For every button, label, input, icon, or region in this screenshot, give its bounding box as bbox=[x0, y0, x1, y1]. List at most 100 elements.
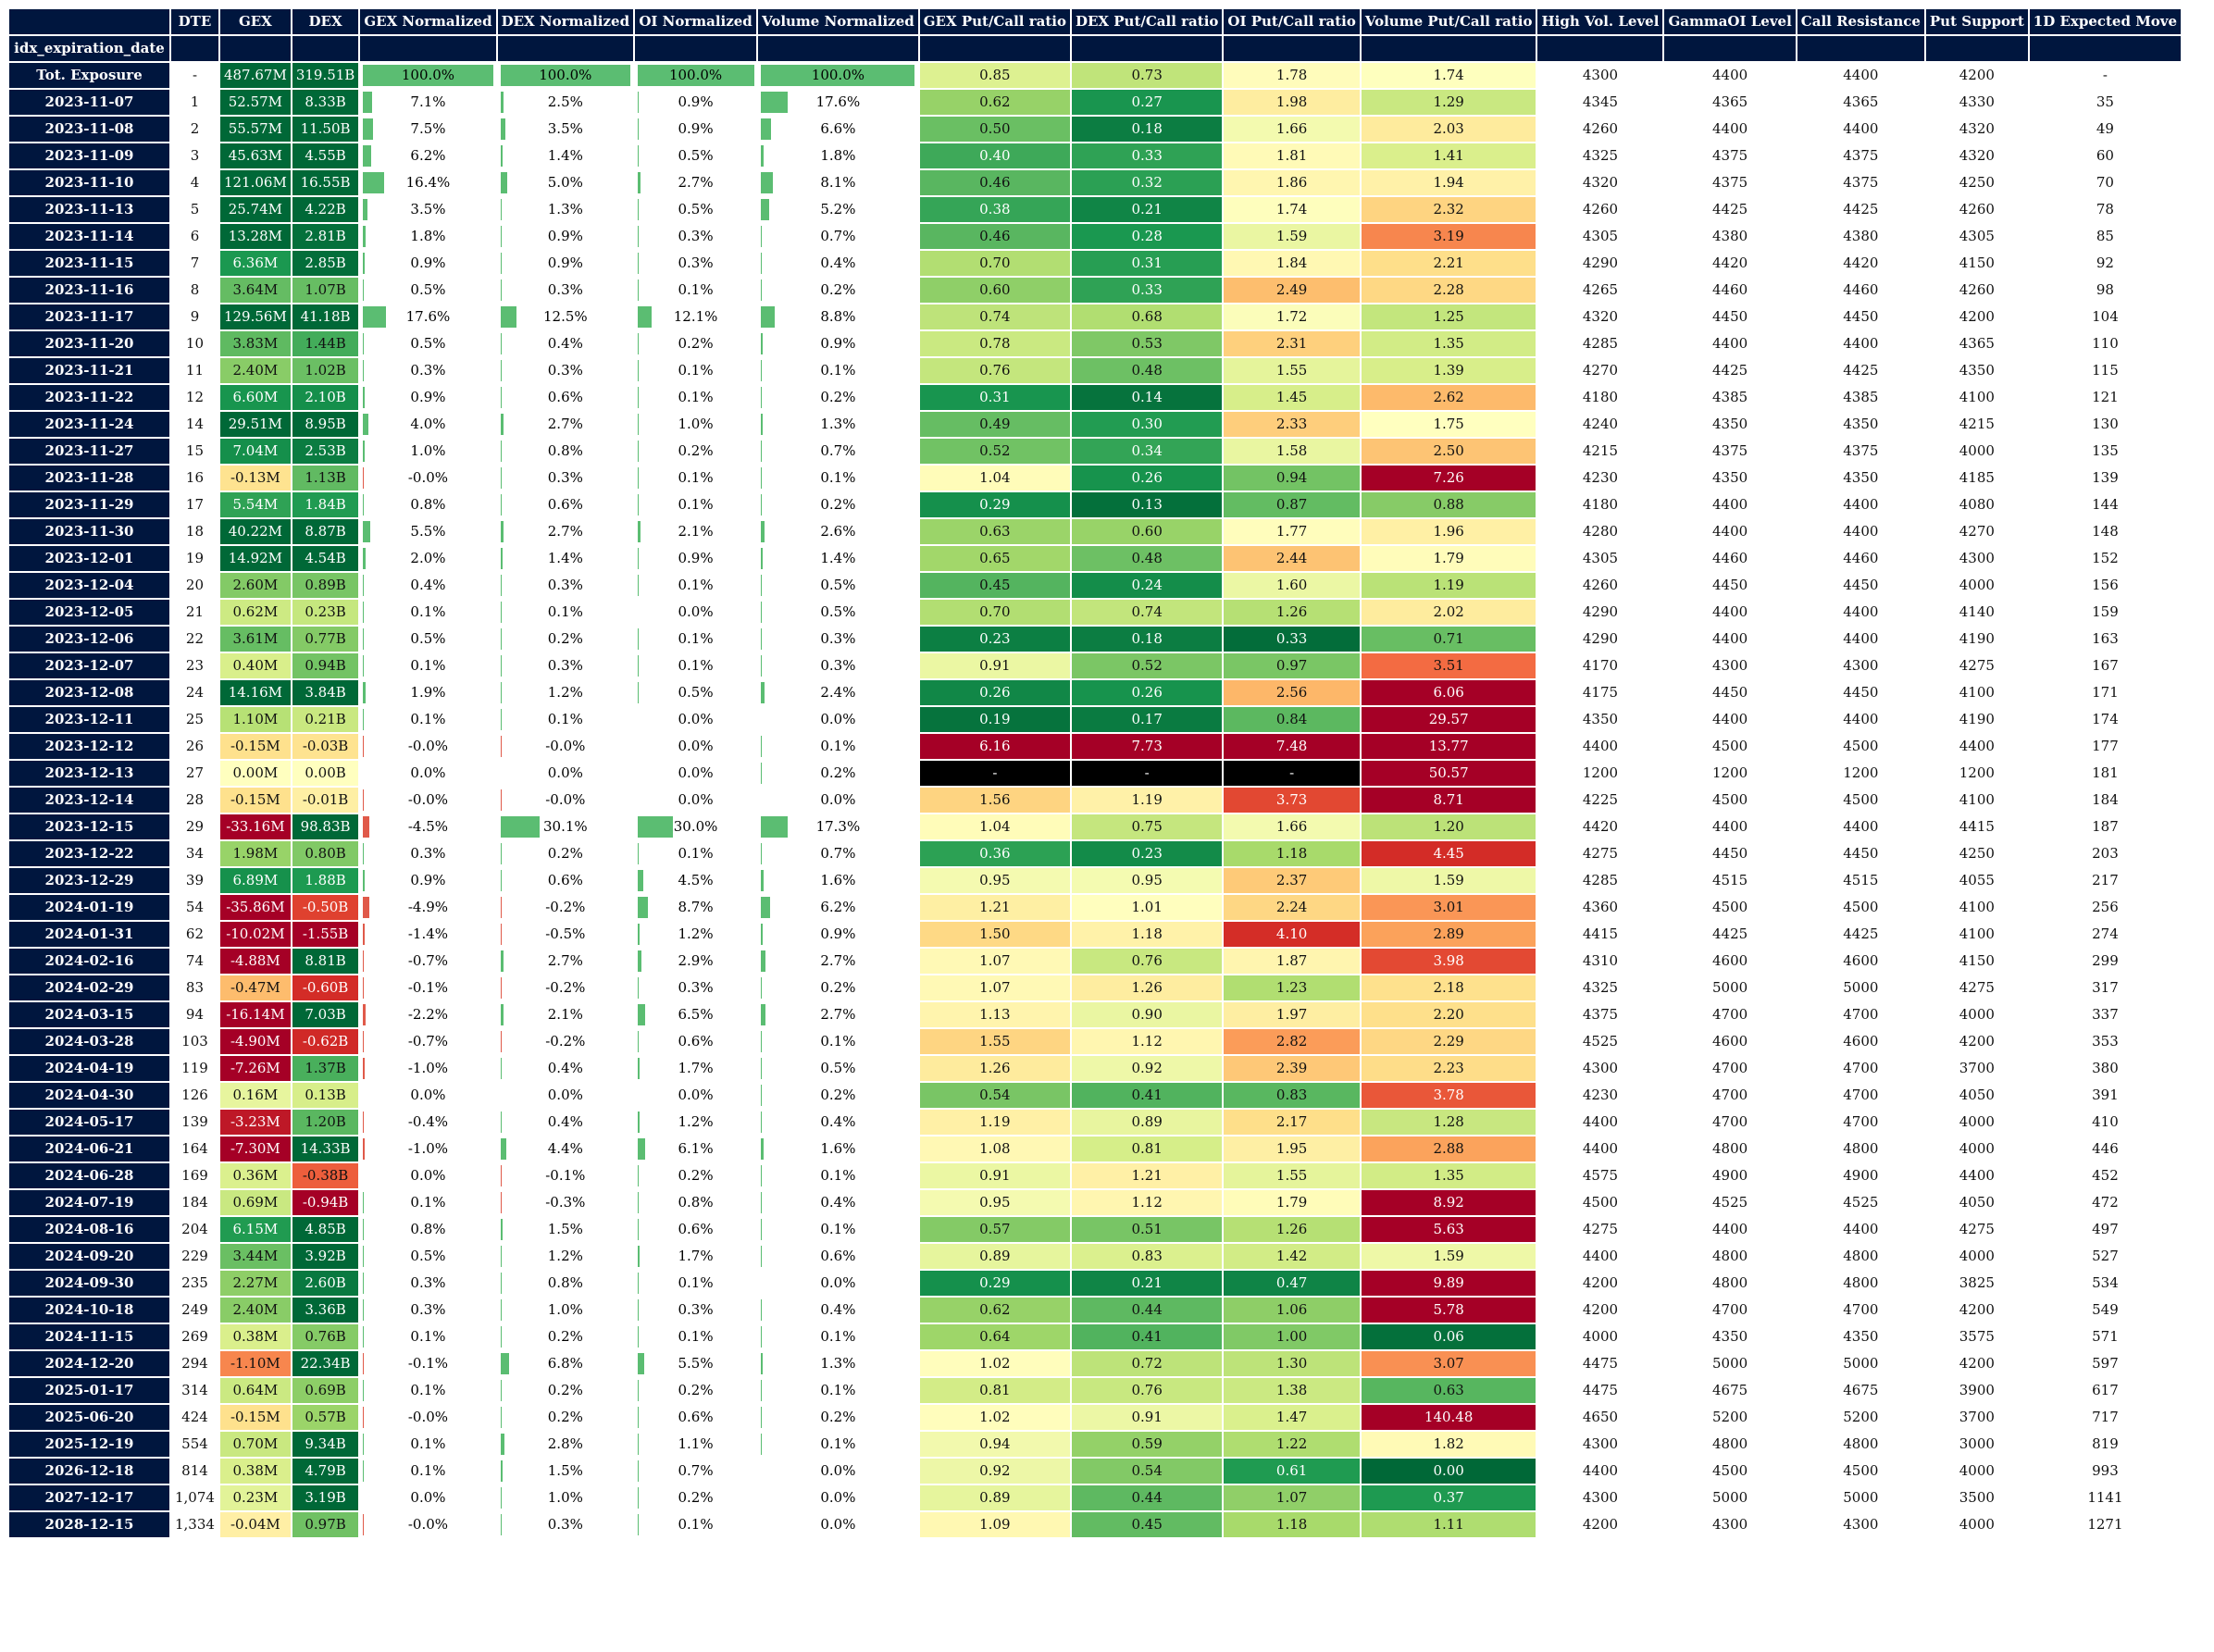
dex-put-call-cell: 1.01 bbox=[1071, 895, 1223, 920]
put-support-cell: 4050 bbox=[1959, 1194, 1995, 1211]
volume-normalized-cell: 0.0% bbox=[758, 1485, 918, 1510]
dex-normalized-cell: 0.9% bbox=[498, 224, 633, 249]
volume-normalized-value: 0.0% bbox=[820, 1274, 856, 1291]
row-label-date: 2023-12-12 bbox=[9, 734, 169, 759]
expected-move-cell: 156 bbox=[2092, 577, 2119, 593]
call-resistance-cell: 4450 bbox=[1843, 845, 1879, 862]
gex-normalized-value: 16.4% bbox=[405, 174, 451, 191]
table-row: 2023-11-08 2 55.57M 11.50B 7.5% 3.5% 0.9% 6.6% 0… bbox=[9, 117, 2181, 142]
put-support-cell: 4270 bbox=[1959, 523, 1995, 540]
header-dex-put-call[interactable]: DEX Put/Call ratio bbox=[1071, 9, 1223, 34]
dex-cell: 4.55B bbox=[292, 143, 359, 168]
oi-normalized-cell: 1.2% bbox=[635, 1110, 756, 1135]
table-row: 2023-12-11 25 1.10M 0.21B 0.1% 0.1% 0.0% 0.0% 0.… bbox=[9, 707, 2181, 732]
header-gex[interactable]: GEX bbox=[219, 9, 291, 34]
gex-cell: 3.64M bbox=[219, 278, 291, 303]
dex-normalized-cell: 1.2% bbox=[498, 1244, 633, 1269]
volume-normalized-cell: 17.3% bbox=[758, 814, 918, 839]
header-gex-normalized[interactable]: GEX Normalized bbox=[360, 9, 496, 34]
gammaoi-level-cell: 4400 bbox=[1712, 523, 1748, 540]
oi-normalized-bar bbox=[638, 950, 641, 972]
gex-normalized-cell: 0.1% bbox=[360, 653, 495, 678]
oi-normalized-value: 0.6% bbox=[678, 1409, 714, 1425]
header-high-vol-level[interactable]: High Vol. Level bbox=[1537, 9, 1663, 34]
gex-normalized-value: -0.0% bbox=[407, 791, 449, 808]
call-resistance-cell: 4400 bbox=[1843, 818, 1879, 835]
volume-put-call-cell: 2.20 bbox=[1361, 1002, 1536, 1027]
header-volume-put-call[interactable]: Volume Put/Call ratio bbox=[1361, 9, 1536, 34]
dte-cell: 126 bbox=[181, 1087, 208, 1103]
oi-normalized-cell: 1.2% bbox=[635, 922, 756, 947]
put-support-cell: 4100 bbox=[1959, 791, 1995, 808]
call-resistance-cell: 4900 bbox=[1843, 1167, 1879, 1184]
volume-normalized-value: 0.7% bbox=[820, 845, 856, 862]
header-call-resistance[interactable]: Call Resistance bbox=[1797, 9, 1924, 34]
volume-normalized-cell: 0.9% bbox=[758, 922, 918, 947]
oi-normalized-value: 0.5% bbox=[678, 201, 714, 217]
oi-normalized-value: 0.3% bbox=[678, 979, 714, 996]
volume-normalized-bar bbox=[761, 1246, 763, 1267]
gammaoi-level-cell: 5000 bbox=[1712, 1489, 1748, 1506]
gex-normalized-value: 4.0% bbox=[410, 416, 446, 432]
gex-normalized-cell: 0.5% bbox=[360, 331, 495, 356]
gex-normalized-cell: 0.9% bbox=[360, 868, 495, 893]
gex-normalized-bar bbox=[363, 816, 369, 838]
header-expected-move[interactable]: 1D Expected Move bbox=[2029, 9, 2182, 34]
gex-cell: 0.62M bbox=[219, 600, 291, 625]
volume-put-call-cell: 1.28 bbox=[1361, 1110, 1536, 1135]
header-dex[interactable]: DEX bbox=[292, 9, 359, 34]
header-volume-normalized[interactable]: Volume Normalized bbox=[758, 9, 918, 34]
header-dte[interactable]: DTE bbox=[171, 9, 218, 34]
dex-normalized-value: 4.4% bbox=[547, 1140, 583, 1157]
call-resistance-cell: 4300 bbox=[1843, 1516, 1879, 1533]
header-oi-normalized[interactable]: OI Normalized bbox=[635, 9, 757, 34]
table-row: 2025-12-19 554 0.70M 9.34B 0.1% 2.8% 1.1% 0.1% 0… bbox=[9, 1432, 2181, 1457]
volume-normalized-cell: 1.3% bbox=[758, 1351, 918, 1376]
gex-put-call-cell: 0.95 bbox=[919, 868, 1070, 893]
gex-cell: 1.10M bbox=[219, 707, 291, 732]
oi-normalized-cell: 0.0% bbox=[635, 761, 756, 786]
header-gex-put-call[interactable]: GEX Put/Call ratio bbox=[919, 9, 1070, 34]
gammaoi-level-cell: 4385 bbox=[1712, 389, 1748, 405]
oi-normalized-value: 0.1% bbox=[678, 469, 714, 486]
header-put-support[interactable]: Put Support bbox=[1925, 9, 2028, 34]
oi-normalized-cell: 0.1% bbox=[635, 466, 756, 491]
dex-normalized-cell: -0.2% bbox=[498, 1029, 633, 1054]
dex-normalized-bar bbox=[500, 924, 502, 945]
header-gammaoi-level[interactable]: GammaOI Level bbox=[1664, 9, 1796, 34]
row-label-date: 2023-11-16 bbox=[9, 278, 169, 303]
oi-normalized-bar bbox=[638, 92, 640, 113]
gex-normalized-cell: 0.9% bbox=[360, 251, 495, 276]
volume-put-call-cell: 29.57 bbox=[1361, 707, 1536, 732]
call-resistance-cell: 4700 bbox=[1843, 1060, 1879, 1076]
dex-normalized-cell: 0.4% bbox=[498, 1056, 633, 1081]
high-vol-level-cell: 4290 bbox=[1582, 630, 1619, 647]
dex-normalized-cell: 1.4% bbox=[498, 546, 633, 571]
oi-normalized-cell: 2.7% bbox=[635, 170, 756, 195]
expected-move-cell: 171 bbox=[2092, 684, 2119, 701]
volume-normalized-bar bbox=[761, 682, 765, 703]
volume-put-call-cell: 2.21 bbox=[1361, 251, 1536, 276]
volume-normalized-cell: 0.2% bbox=[758, 975, 918, 1000]
row-label-date: 2023-11-09 bbox=[9, 143, 169, 168]
gex-cell: 2.60M bbox=[219, 573, 291, 598]
header-oi-put-call[interactable]: OI Put/Call ratio bbox=[1224, 9, 1360, 34]
dex-cell: 0.89B bbox=[292, 573, 359, 598]
gex-cell: -4.90M bbox=[219, 1029, 291, 1054]
high-vol-level-cell: 4260 bbox=[1582, 201, 1619, 217]
dex-cell: 2.85B bbox=[292, 251, 359, 276]
dex-normalized-cell: 0.4% bbox=[498, 1110, 633, 1135]
volume-put-call-cell: 13.77 bbox=[1361, 734, 1536, 759]
oi-normalized-value: 2.7% bbox=[678, 174, 714, 191]
expected-move-cell: 1271 bbox=[2087, 1516, 2123, 1533]
expected-move-cell: 717 bbox=[2092, 1409, 2119, 1425]
put-support-cell: 4140 bbox=[1959, 603, 1995, 620]
dex-normalized-cell: 0.3% bbox=[498, 1512, 633, 1537]
oi-normalized-value: 0.6% bbox=[678, 1221, 714, 1237]
header-dex-normalized[interactable]: DEX Normalized bbox=[497, 9, 634, 34]
high-vol-level-cell: 4300 bbox=[1582, 67, 1619, 83]
volume-put-call-cell: 8.71 bbox=[1361, 788, 1536, 813]
put-support-cell: 3825 bbox=[1959, 1274, 1995, 1291]
gex-normalized-cell: 7.1% bbox=[360, 90, 495, 115]
put-support-cell: 4000 bbox=[1959, 1462, 1995, 1479]
